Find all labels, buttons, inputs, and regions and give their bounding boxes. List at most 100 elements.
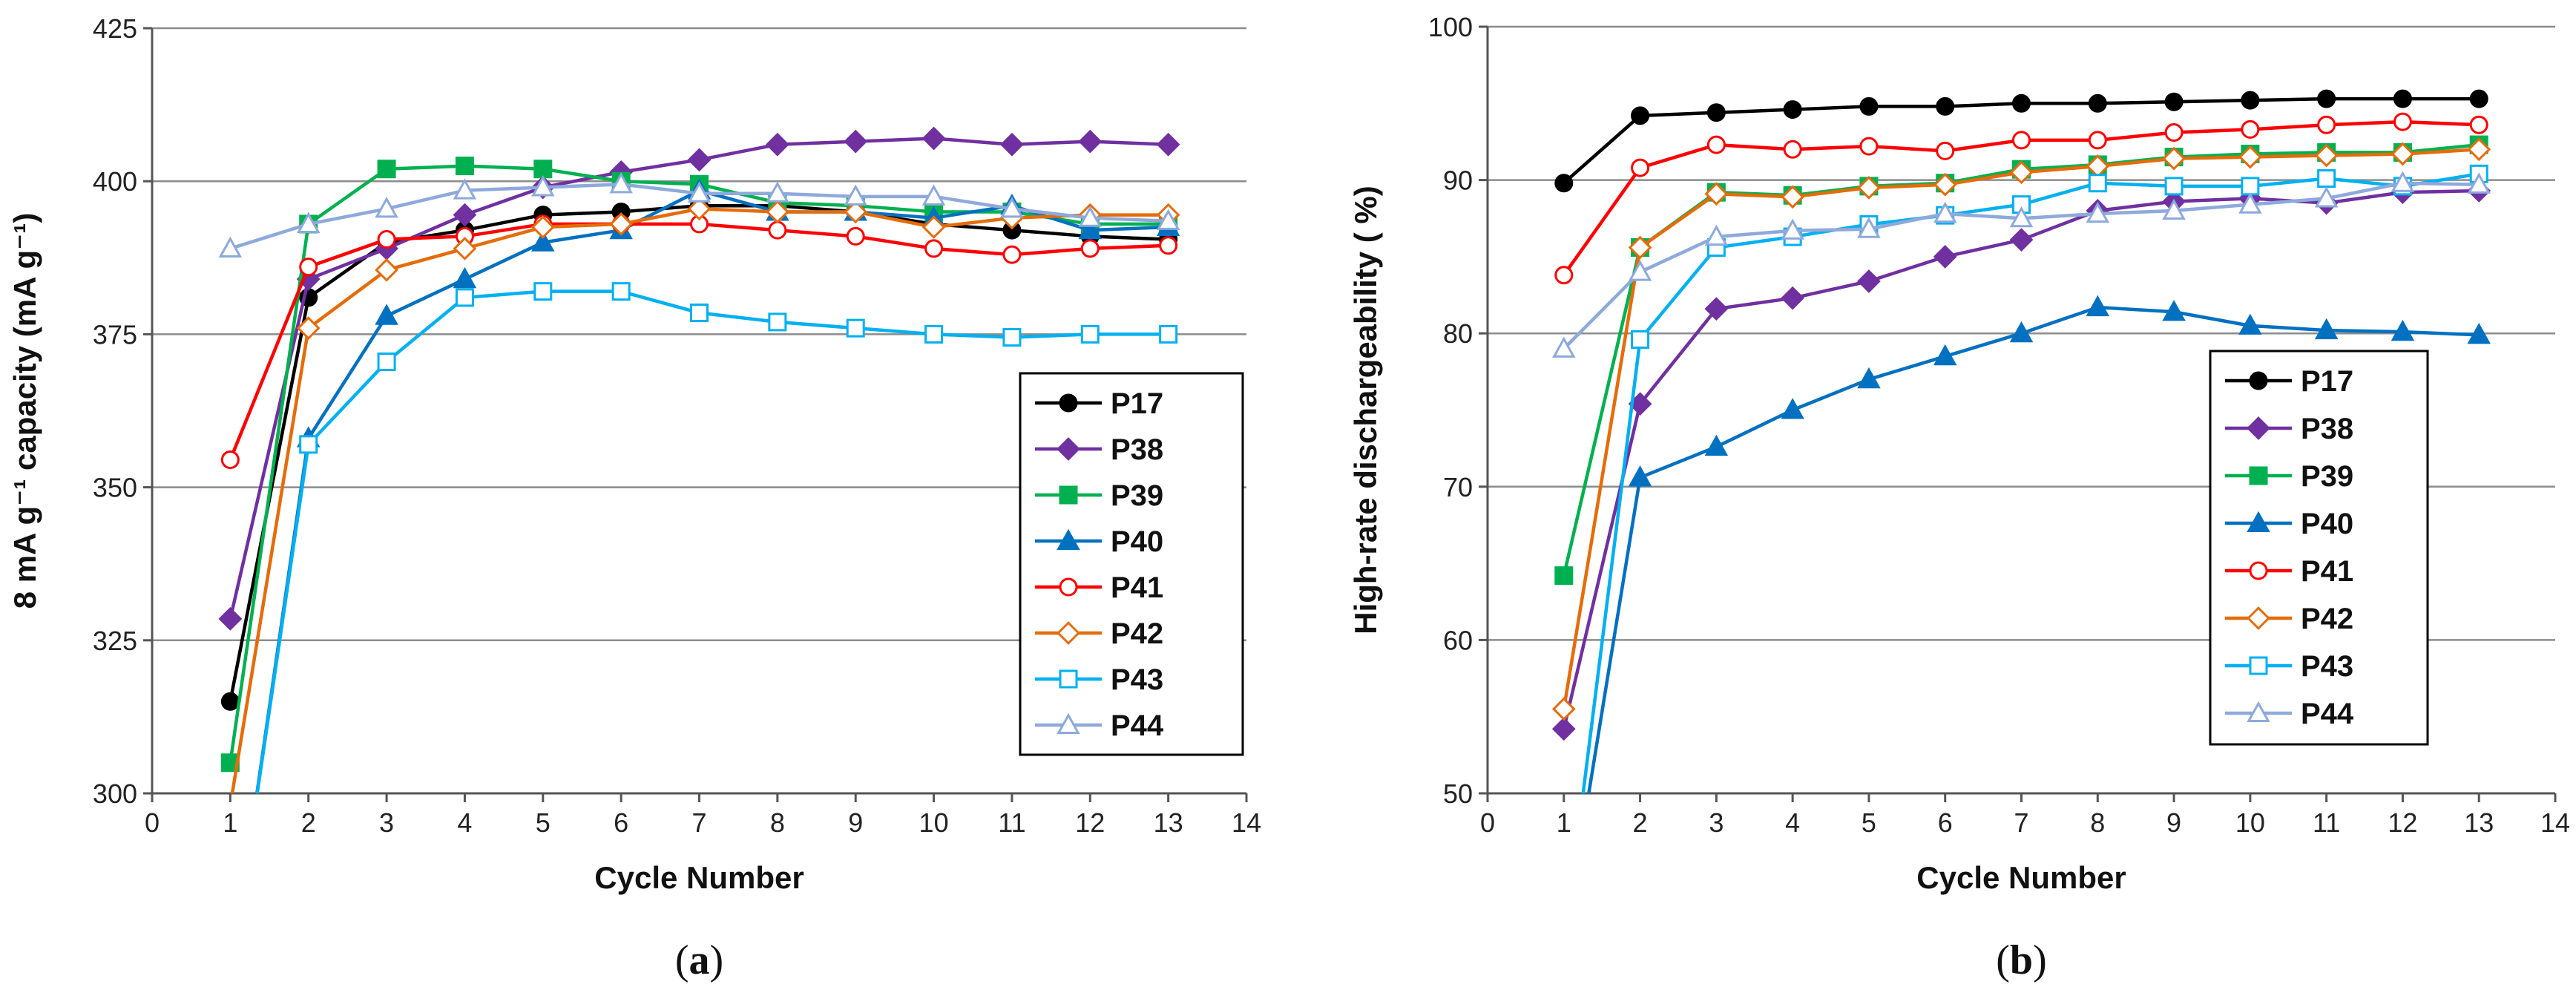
y-tick-label: 100 — [1428, 12, 1473, 42]
legend-item-p40: P40 — [2225, 508, 2353, 540]
legend-item-p43: P43 — [2225, 650, 2353, 683]
y-axis-title: High-rate dischargeability ( %) — [1348, 186, 1383, 634]
data-point — [846, 226, 865, 246]
data-point — [1556, 939, 1572, 955]
legend-box — [2209, 350, 2429, 746]
data-point — [1078, 129, 1103, 154]
data-point — [2238, 313, 2262, 335]
data-point — [2086, 201, 2110, 223]
data-point — [2088, 174, 2107, 193]
x-tick-label: 1 — [1557, 807, 1571, 838]
y-tick-label: 80 — [1443, 318, 1473, 349]
x-tick-label: 2 — [301, 807, 316, 838]
data-point — [921, 126, 946, 151]
data-point — [844, 129, 868, 154]
legend-item-p38: P38 — [2225, 413, 2353, 445]
data-point — [2009, 321, 2034, 343]
data-point — [377, 230, 396, 249]
data-point — [1554, 566, 1574, 586]
data-point — [453, 266, 477, 289]
data-point — [2469, 115, 2488, 134]
data-point — [533, 160, 553, 179]
data-point — [687, 197, 712, 221]
x-tick-label: 0 — [145, 807, 160, 838]
legend-label: P39 — [2301, 460, 2353, 493]
data-point — [2009, 206, 2034, 228]
x-tick-label: 14 — [2540, 807, 2570, 838]
x-tick-label: 7 — [2014, 807, 2028, 838]
data-point — [530, 215, 555, 239]
data-point — [220, 967, 240, 985]
x-tick-label: 3 — [1709, 807, 1724, 838]
x-tick-label: 11 — [998, 807, 1025, 838]
legend-item-p17: P17 — [2225, 365, 2353, 398]
data-point — [2467, 137, 2491, 162]
data-point — [1704, 182, 1729, 206]
data-point — [1859, 137, 1879, 156]
x-tick-labels: 0 1 2 3 4 5 6 7 8 9 10 11 12 13 14 — [1480, 793, 2570, 838]
x-tick-label: 12 — [2388, 807, 2417, 838]
data-point — [1002, 328, 1022, 347]
data-point — [453, 203, 477, 227]
legend-item-p41: P41 — [1035, 571, 1163, 604]
legend-label: P42 — [1111, 617, 1163, 650]
legend-marker — [2249, 656, 2268, 675]
data-point — [455, 288, 474, 307]
legend-item-p42: P42 — [2225, 603, 2353, 635]
data-point — [220, 450, 240, 469]
data-point — [768, 220, 787, 240]
legend-label: P38 — [1111, 433, 1163, 466]
legend-marker — [2249, 466, 2268, 485]
data-point — [375, 304, 398, 325]
y-tick-label: 400 — [93, 166, 137, 197]
x-tick-label: 3 — [379, 807, 394, 838]
data-point — [2314, 318, 2339, 340]
data-point — [2012, 94, 2031, 113]
legend-marker — [2247, 416, 2270, 440]
x-tick-label: 8 — [770, 807, 785, 838]
data-point — [218, 607, 243, 631]
legend-marker — [1057, 621, 1080, 645]
data-point — [2241, 91, 2260, 110]
x-tick-labels: 0 1 2 3 4 5 6 7 8 9 10 11 12 13 14 — [145, 793, 1261, 838]
data-point — [2086, 295, 2110, 317]
legend-item-p39: P39 — [2225, 460, 2353, 493]
data-point — [533, 282, 553, 301]
x-tick-label: 10 — [2235, 807, 2265, 838]
x-tick-label: 13 — [2464, 807, 2494, 838]
y-tick-label: 70 — [1443, 472, 1473, 502]
data-point — [1159, 236, 1178, 255]
data-point — [2467, 322, 2491, 344]
y-tick-labels: 50 60 70 80 90 100 — [1428, 12, 1488, 809]
data-point — [218, 236, 243, 258]
data-point — [1554, 937, 1574, 954]
data-point — [2317, 115, 2336, 134]
legend-marker — [2247, 606, 2270, 630]
x-tick-label: 5 — [1862, 807, 1876, 838]
data-point — [611, 282, 631, 301]
series-p41 — [220, 214, 1178, 469]
y-tick-label: 90 — [1443, 165, 1473, 196]
x-tick-label: 11 — [2313, 807, 2340, 838]
x-tick-label: 4 — [457, 807, 472, 838]
data-point — [2164, 123, 2184, 142]
legend: P17 P38 P39 P40 P41 P42 P43 P44 — [2209, 350, 2429, 746]
legend-marker — [1059, 577, 1078, 597]
series-p42 — [230, 197, 1180, 793]
legend-item-p17: P17 — [1035, 387, 1163, 420]
data-point — [377, 353, 396, 372]
data-point — [2241, 177, 2260, 196]
data-point — [1156, 209, 1180, 230]
data-point — [455, 157, 474, 176]
y-tick-label: 350 — [93, 473, 137, 503]
data-point — [2162, 299, 2186, 321]
legend-label: P41 — [2301, 555, 2353, 588]
x-tick-label: 5 — [536, 807, 551, 838]
data-point — [1933, 245, 1957, 269]
data-point — [687, 181, 712, 203]
data-point — [1156, 132, 1180, 157]
data-point — [1551, 717, 1576, 741]
series-p44 — [218, 172, 1180, 258]
y-tick-label: 60 — [1443, 625, 1473, 655]
